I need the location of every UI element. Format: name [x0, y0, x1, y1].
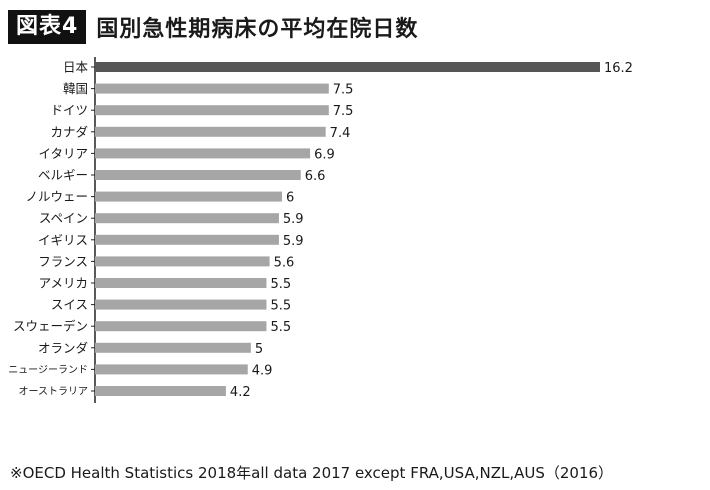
bar	[95, 126, 326, 137]
category-label: ノルウェー	[25, 189, 88, 204]
value-label: 5.9	[283, 212, 304, 227]
value-label: 5	[255, 342, 263, 357]
footnote: ※OECD Health Statistics 2018年all data 20…	[10, 464, 614, 482]
bar	[95, 342, 251, 353]
category-label: アメリカ	[39, 276, 88, 291]
category-label: ドイツ	[50, 103, 88, 118]
category-label: オランダ	[38, 340, 88, 355]
bar	[95, 148, 311, 159]
category-label: ベルギー	[38, 168, 88, 183]
value-label: 7.5	[333, 104, 354, 119]
value-label: 16.2	[604, 61, 633, 76]
bar	[95, 83, 329, 94]
figure-header: 図表4 国別急性期病床の平均在院日数	[8, 10, 418, 44]
figure-badge: 図表4	[8, 10, 87, 44]
category-label: スイス	[51, 297, 88, 312]
figure-title: 国別急性期病床の平均在院日数	[96, 17, 419, 42]
value-label: 4.9	[252, 363, 273, 378]
value-label: 6.9	[314, 147, 335, 162]
bar	[95, 256, 270, 267]
category-label: イタリア	[38, 146, 88, 161]
value-label: 6.6	[305, 169, 326, 184]
bar	[95, 299, 267, 310]
bar	[95, 321, 267, 332]
value-label: 7.4	[330, 126, 351, 141]
category-label: カナダ	[50, 124, 88, 139]
value-label: 5.5	[270, 299, 291, 314]
bar	[95, 213, 279, 224]
category-label: 韓国	[63, 81, 88, 96]
bar	[95, 364, 248, 375]
bar	[95, 234, 279, 245]
bar	[95, 170, 301, 180]
category-label: 日本	[63, 60, 89, 75]
value-label: 7.5	[333, 83, 354, 98]
category-label: ニュージーランド	[8, 364, 88, 376]
bar	[95, 105, 329, 116]
bar	[95, 278, 267, 288]
bar	[95, 386, 226, 396]
category-label: スウェーデン	[13, 319, 88, 334]
value-label: 6	[286, 191, 294, 206]
category-label: フランス	[38, 254, 88, 269]
category-label: スペイン	[39, 211, 88, 226]
value-label: 4.2	[230, 385, 251, 400]
category-label: イギリス	[38, 232, 88, 247]
category-label: オーストラリア	[19, 386, 89, 398]
value-label: 5.9	[283, 234, 304, 249]
value-label: 5.6	[274, 255, 295, 270]
value-label: 5.5	[270, 320, 291, 335]
value-label: 5.5	[270, 277, 291, 292]
bar	[95, 191, 283, 202]
bar	[95, 62, 600, 72]
